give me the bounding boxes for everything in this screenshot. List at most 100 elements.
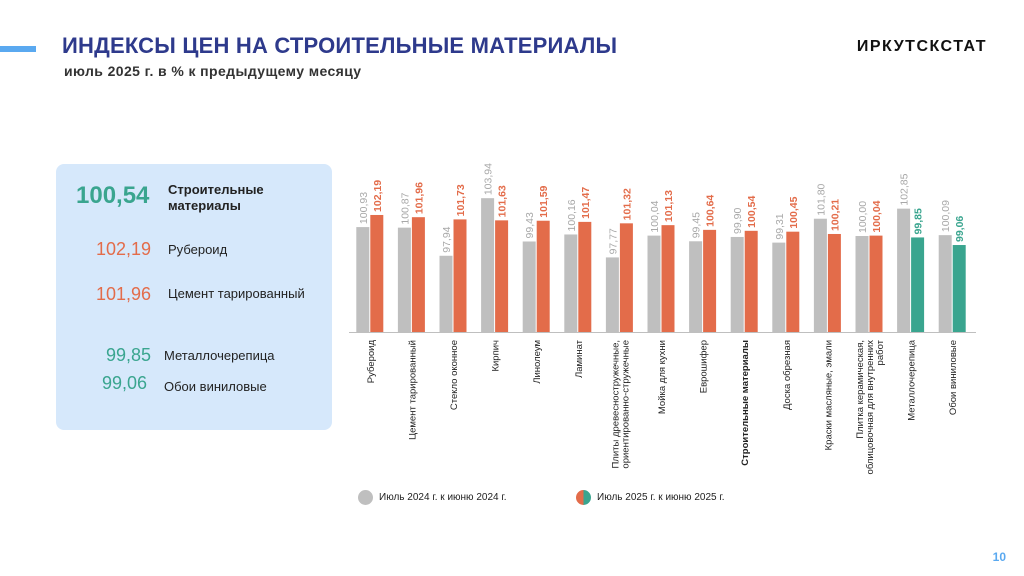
- data-label-2024: 97,94: [441, 226, 453, 252]
- data-label-2025: 101,47: [580, 187, 592, 219]
- legend-label-2024: Июль 2024 г. к июню 2024 г.: [379, 492, 507, 504]
- bar-2025: [619, 223, 633, 332]
- data-label-2024: 101,80: [815, 183, 827, 215]
- accent-bar: [0, 46, 36, 52]
- data-label-2024: 102,85: [899, 173, 911, 205]
- data-label-2025: 101,13: [663, 190, 675, 222]
- x-tick-label: Стекло оконное: [449, 340, 460, 410]
- data-label-2024: 99,45: [691, 212, 703, 238]
- data-label-2024: 100,04: [649, 200, 661, 232]
- bar-2024: [439, 255, 453, 332]
- x-tick-label: Цемент тарированный: [407, 340, 418, 440]
- bar-2024: [356, 227, 370, 332]
- bar-2025: [370, 214, 384, 332]
- summary-value-cement: 101,96: [96, 284, 152, 304]
- x-tick-label: Плиты древесностружечные,: [610, 340, 621, 469]
- bar-2024: [730, 236, 744, 332]
- bar-2025: [952, 245, 966, 332]
- data-label-2025: 99,06: [954, 216, 966, 242]
- data-label-2024: 99,31: [774, 213, 786, 239]
- x-tick-label: Металлочерепица: [907, 339, 918, 420]
- page-subtitle: июль 2025 г. в % к предыдущему месяцу: [64, 63, 362, 79]
- bar-2024: [564, 234, 578, 332]
- bar-2024: [772, 242, 786, 332]
- bar-2025: [827, 233, 841, 332]
- x-tick-label: Доска обрезная: [782, 340, 793, 410]
- data-label-2025: 100,45: [788, 196, 800, 228]
- summary-label-wallpaper: Обои виниловые: [164, 379, 267, 394]
- x-tick-label: Линолеум: [532, 340, 543, 384]
- bar-2025: [536, 220, 550, 332]
- data-label-2025: 101,32: [621, 188, 633, 220]
- data-label-2024: 100,00: [857, 201, 869, 233]
- data-label-2025: 102,19: [372, 180, 384, 212]
- bar-2024: [689, 241, 703, 332]
- data-label-2024: 97,77: [607, 228, 619, 254]
- bar-2025: [786, 231, 800, 332]
- bar-2024: [481, 198, 495, 332]
- summary-label-metal: Металлочерепица: [164, 348, 275, 363]
- data-label-2025: 100,54: [746, 196, 758, 228]
- bar-2024: [397, 227, 411, 332]
- data-label-2024: 100,93: [358, 192, 370, 224]
- summary-panel: 100,54 Строительные материалы 102,19 Руб…: [56, 164, 332, 430]
- summary-label-ruberoid: Рубероид: [168, 242, 228, 257]
- x-tick-label: Мойка для кухни: [657, 340, 668, 414]
- summary-value-wallpaper: 99,06: [102, 373, 148, 393]
- bar-2024: [605, 257, 619, 332]
- bar-2025: [453, 219, 467, 332]
- bar-2024: [647, 235, 661, 332]
- data-label-2024: 99,90: [732, 208, 744, 234]
- summary-label-cement: Цемент тарированный: [168, 286, 305, 301]
- bar-2025: [578, 221, 592, 332]
- data-label-2025: 100,04: [871, 200, 883, 232]
- x-tick-label: ориентированно-стружечные: [620, 340, 631, 469]
- bar-2024: [522, 241, 536, 332]
- data-label-2025: 99,85: [913, 208, 925, 234]
- legend-dot-split: [576, 490, 591, 505]
- data-label-2024: 100,09: [940, 200, 952, 232]
- x-tick-label: Ламинат: [574, 339, 585, 378]
- data-label-2025: 100,64: [705, 195, 717, 227]
- summary-value-metal: 99,85: [106, 345, 152, 365]
- x-tick-label: Кирпич: [491, 340, 502, 372]
- data-label-2024: 103,94: [483, 163, 495, 195]
- x-tick-label: Строительные материалы: [740, 340, 751, 466]
- bar-2024: [897, 208, 911, 332]
- brand-logo: ИРКУТСКСТАТ: [856, 38, 987, 55]
- data-label-2024: 99,43: [524, 212, 536, 238]
- data-label-2025: 100,21: [829, 199, 841, 231]
- x-tick-label: Плитка керамическая,: [855, 340, 866, 439]
- x-tick-label: Рубероид: [366, 340, 377, 384]
- x-tick-label: Обои виниловые: [948, 340, 959, 415]
- data-label-2024: 100,87: [399, 192, 411, 224]
- bar-2025: [495, 220, 509, 332]
- x-tick-label: Краски масляные, эмали: [823, 340, 834, 450]
- x-tick-label: Еврошифер: [699, 340, 710, 393]
- summary-label-main: Строительные материалы: [168, 182, 264, 213]
- page-title: ИНДЕКСЫ ЦЕН НА СТРОИТЕЛЬНЫЕ МАТЕРИАЛЫ: [62, 33, 618, 58]
- summary-value-main: 100,54: [76, 182, 150, 209]
- x-tick-label: работ: [875, 339, 886, 365]
- data-label-2025: 101,73: [455, 184, 467, 216]
- data-label-2025: 101,96: [413, 182, 425, 214]
- legend-item-2024: Июль 2024 г. к июню 2024 г.: [358, 490, 507, 505]
- bar-2024: [855, 236, 869, 332]
- data-label-2025: 101,59: [538, 185, 550, 217]
- legend-item-2025: Июль 2025 г. к июню 2025 г.: [576, 490, 725, 505]
- legend-label-2025: Июль 2025 г. к июню 2025 г.: [597, 492, 725, 504]
- data-label-2025: 101,63: [497, 185, 509, 217]
- page-number: 10: [992, 550, 1006, 564]
- legend-dot-gray: [358, 490, 373, 505]
- bar-2025: [911, 237, 925, 332]
- bar-2025: [661, 225, 675, 332]
- bar-2025: [744, 230, 758, 332]
- bar-2025: [869, 235, 883, 332]
- x-tick-label: облицовочная для внутренних: [865, 340, 876, 475]
- bar-2024: [813, 218, 827, 332]
- data-label-2024: 100,16: [566, 199, 578, 231]
- bar-2025: [411, 217, 425, 332]
- summary-value-ruberoid: 102,19: [96, 239, 152, 259]
- bar-2024: [938, 235, 952, 332]
